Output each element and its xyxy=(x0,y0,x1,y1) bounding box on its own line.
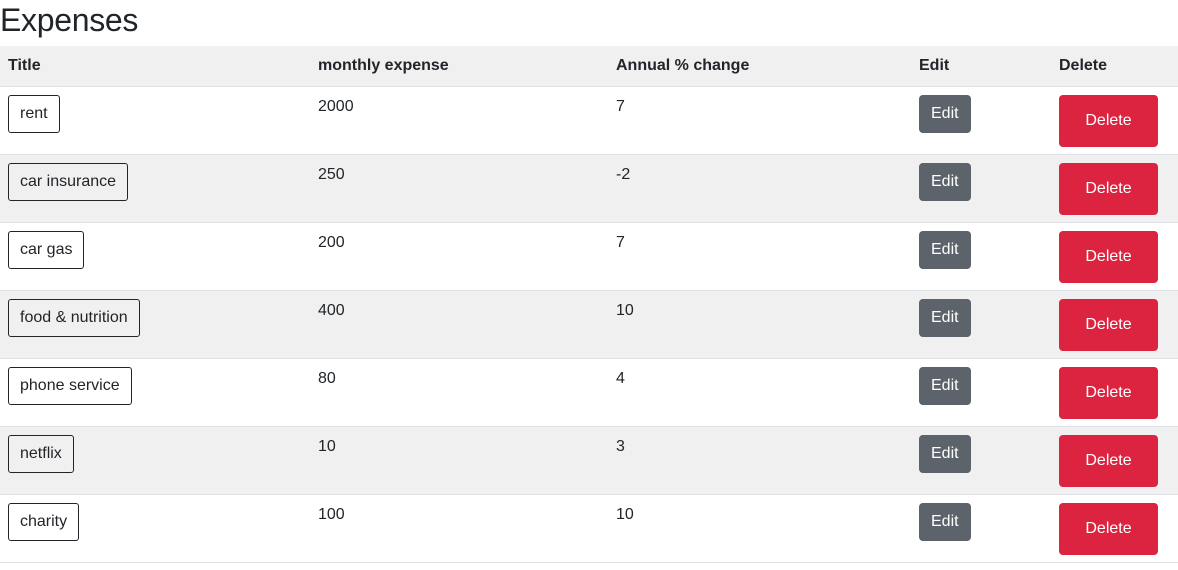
edit-cell: Edit xyxy=(911,290,1051,359)
expense-title[interactable]: charity xyxy=(8,503,80,541)
delete-cell: Delete xyxy=(1051,154,1178,223)
edit-cell: Edit xyxy=(911,222,1051,291)
header-delete: Delete xyxy=(1051,46,1178,87)
title-cell: charity xyxy=(0,494,310,563)
edit-cell: Edit xyxy=(911,154,1051,223)
edit-cell: Edit xyxy=(911,358,1051,427)
annual-change-cell: -2 xyxy=(608,154,911,223)
annual-change-cell: 3 xyxy=(608,426,911,495)
table-body: rent 2000 7 Edit Delete car insurance 250 -2 Edi… xyxy=(0,86,1178,563)
edit-button[interactable]: Edit xyxy=(919,95,971,133)
header-monthly-expense: monthly expense xyxy=(310,46,608,87)
monthly-expense-value: 80 xyxy=(318,370,336,387)
delete-cell: Delete xyxy=(1051,426,1178,495)
expense-title[interactable]: car gas xyxy=(8,231,85,269)
edit-button[interactable]: Edit xyxy=(919,231,971,269)
annual-change-cell: 7 xyxy=(608,222,911,291)
edit-button[interactable]: Edit xyxy=(919,367,971,405)
expenses-table: Title monthly expense Annual % change Ed… xyxy=(0,46,1178,563)
annual-change-cell: 10 xyxy=(608,494,911,563)
monthly-expense-value: 250 xyxy=(318,166,345,183)
edit-button[interactable]: Edit xyxy=(919,503,971,541)
monthly-expense-value: 2000 xyxy=(318,98,354,115)
monthly-expense-value: 10 xyxy=(318,438,336,455)
monthly-expense-cell: 200 xyxy=(310,222,608,291)
delete-button[interactable]: Delete xyxy=(1059,299,1158,351)
edit-cell: Edit xyxy=(911,494,1051,563)
header-annual-change: Annual % change xyxy=(608,46,911,87)
title-cell: rent xyxy=(0,86,310,155)
table-row: car gas 200 7 Edit Delete xyxy=(0,222,1178,291)
monthly-expense-value: 100 xyxy=(318,506,345,523)
page-title: Expenses xyxy=(0,2,139,38)
title-cell: car gas xyxy=(0,222,310,291)
monthly-expense-cell: 2000 xyxy=(310,86,608,155)
title-cell: phone service xyxy=(0,358,310,427)
edit-button[interactable]: Edit xyxy=(919,299,971,337)
monthly-expense-value: 200 xyxy=(318,234,345,251)
table-header: Title monthly expense Annual % change Ed… xyxy=(0,46,1178,87)
header-edit: Edit xyxy=(911,46,1051,87)
delete-cell: Delete xyxy=(1051,222,1178,291)
table-row: car insurance 250 -2 Edit Delete xyxy=(0,154,1178,223)
annual-change-cell: 10 xyxy=(608,290,911,359)
monthly-expense-cell: 10 xyxy=(310,426,608,495)
table-row: phone service 80 4 Edit Delete xyxy=(0,358,1178,427)
annual-change-cell: 4 xyxy=(608,358,911,427)
monthly-expense-cell: 250 xyxy=(310,154,608,223)
table-row: food & nutrition 400 10 Edit Delete xyxy=(0,290,1178,359)
monthly-expense-value: 400 xyxy=(318,302,345,319)
monthly-expense-cell: 80 xyxy=(310,358,608,427)
monthly-expense-cell: 400 xyxy=(310,290,608,359)
monthly-expense-cell: 100 xyxy=(310,494,608,563)
table-row: netflix 10 3 Edit Delete xyxy=(0,426,1178,495)
delete-button[interactable]: Delete xyxy=(1059,163,1158,215)
edit-cell: Edit xyxy=(911,86,1051,155)
expense-title[interactable]: food & nutrition xyxy=(8,299,140,337)
annual-change-value: -2 xyxy=(616,166,631,183)
delete-cell: Delete xyxy=(1051,494,1178,563)
annual-change-value: 3 xyxy=(616,438,625,455)
edit-button[interactable]: Edit xyxy=(919,163,971,201)
annual-change-value: 7 xyxy=(616,234,625,251)
delete-button[interactable]: Delete xyxy=(1059,367,1158,419)
expense-title[interactable]: rent xyxy=(8,95,60,133)
annual-change-value: 10 xyxy=(616,506,634,523)
delete-button[interactable]: Delete xyxy=(1059,503,1158,555)
annual-change-value: 4 xyxy=(616,370,625,387)
header-row: Title monthly expense Annual % change Ed… xyxy=(0,46,1178,87)
expense-title[interactable]: netflix xyxy=(8,435,74,473)
delete-cell: Delete xyxy=(1051,86,1178,155)
annual-change-value: 7 xyxy=(616,98,625,115)
annual-change-value: 10 xyxy=(616,302,634,319)
annual-change-cell: 7 xyxy=(608,86,911,155)
edit-cell: Edit xyxy=(911,426,1051,495)
edit-button[interactable]: Edit xyxy=(919,435,971,473)
delete-button[interactable]: Delete xyxy=(1059,435,1158,487)
title-cell: food & nutrition xyxy=(0,290,310,359)
delete-cell: Delete xyxy=(1051,290,1178,359)
delete-cell: Delete xyxy=(1051,358,1178,427)
table-row: rent 2000 7 Edit Delete xyxy=(0,86,1178,155)
header-title: Title xyxy=(0,46,310,87)
delete-button[interactable]: Delete xyxy=(1059,231,1158,283)
expense-title[interactable]: phone service xyxy=(8,367,132,405)
title-cell: netflix xyxy=(0,426,310,495)
title-cell: car insurance xyxy=(0,154,310,223)
delete-button[interactable]: Delete xyxy=(1059,95,1158,147)
table-row: charity 100 10 Edit Delete xyxy=(0,494,1178,563)
expense-title[interactable]: car insurance xyxy=(8,163,129,201)
